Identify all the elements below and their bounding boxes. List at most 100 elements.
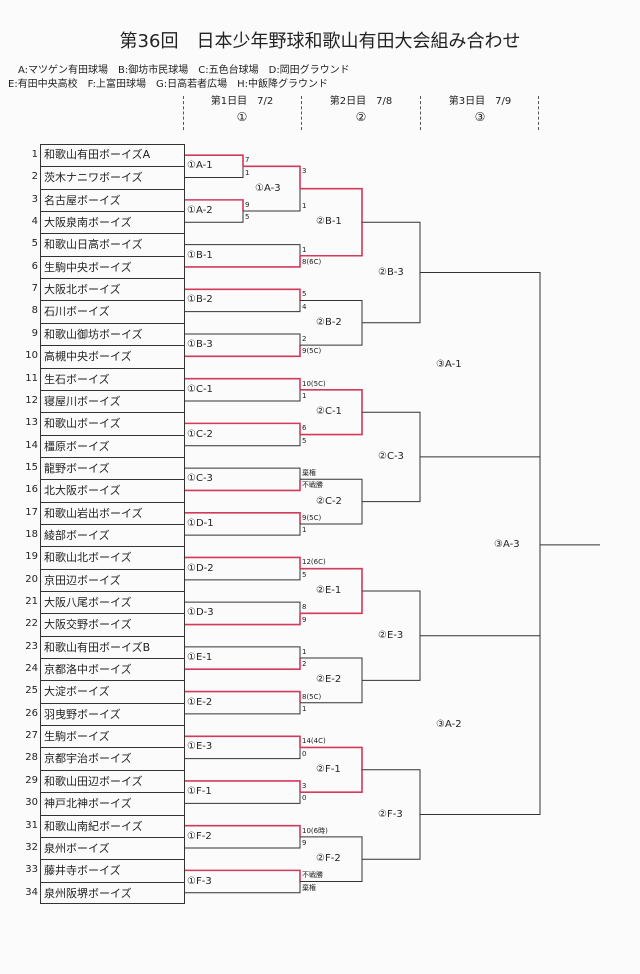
team-number: 3 [31,193,38,205]
team-number: 13 [25,417,38,429]
round1-line [185,467,301,480]
round1-score-bottom: 1 [302,202,307,211]
team-number: 6 [31,260,38,272]
team-name: 京都洛中ボーイズ [40,658,185,680]
round1-line [185,199,244,212]
team-name: 龍野ボーイズ [40,456,185,479]
round1-score-top: 12(6C) [302,558,326,567]
team-number: 29 [25,774,38,786]
round1-line [185,568,301,581]
team-name: 京都宇治ボーイズ [40,747,185,769]
team-number: 16 [25,484,38,496]
day3-number: ③ [474,110,486,124]
round2-match-label: ②F-1 [316,763,341,775]
round1-match-label: ①A-2 [187,205,213,217]
round1-score-bottom: 1 [302,704,307,713]
round1-score-bottom: 9 [302,615,307,624]
round2-match-label: ②C-1 [316,406,342,418]
round1-line [185,333,301,346]
team-name: 和歌山北ボーイズ [40,546,185,568]
round1-match-label: ①B-2 [187,294,213,306]
team-number: 5 [31,238,38,250]
team-name: 藤井寺ボーイズ [40,859,185,881]
team-number: 18 [25,528,38,540]
team-number: 7 [31,283,38,295]
team-number: 28 [25,752,38,764]
round2b-match-label: ②C-3 [378,450,404,462]
round2b-match-label: ②F-3 [378,808,403,820]
day-divider [301,96,302,130]
team-number: 15 [25,461,38,473]
round1-score-top: 6 [302,424,307,433]
team-number: 17 [25,506,38,518]
team-number: 34 [25,886,38,898]
round1-line [185,792,301,804]
team-number: 2 [31,171,38,183]
round1-match-label: ①B-3 [187,339,213,351]
round1-score-top: 7 [245,156,250,165]
round1-score-top: 3 [302,781,307,790]
team-number: 31 [25,819,38,831]
team-name: 大淀ボーイズ [40,680,185,702]
team-name: 石川ボーイズ [40,300,185,322]
round1-score-top: 9 [245,200,250,209]
round1-line [185,154,244,167]
round1-score-top: 10(5C) [302,379,326,388]
round1-score-bottom: 5 [245,213,250,222]
round1-match-label: ①A-1 [187,160,213,172]
team-number: 30 [25,797,38,809]
team-name: 名古屋ボーイズ [40,188,185,211]
round1-score-bottom: 2 [302,660,307,669]
round2b-match-label: ②B-3 [378,266,404,278]
round1-match-label: ①C-3 [187,473,213,485]
team-name: 和歌山ボーイズ [40,412,185,434]
round2-match-label: ②B-2 [316,316,342,328]
round1-score-bottom: 8(6C) [302,257,322,266]
team-name: 寝屋川ボーイズ [40,389,185,412]
round3-match-label: ③A-1 [436,358,462,370]
round1-match-label: ①D-1 [187,517,214,529]
team-number: 10 [25,350,38,362]
team-name: 大阪北ボーイズ [40,278,185,300]
round1-line [185,345,301,358]
round1-line [185,881,301,894]
team-name: 高槻中央ボーイズ [40,345,185,367]
round2-match-label: ②E-1 [316,585,342,596]
round1-score-bottom: 不戦勝 [302,481,323,490]
round1-line [185,511,301,524]
team-name: 和歌山田辺ボーイズ [40,769,185,792]
round1-match-label: ①F-2 [187,830,212,842]
team-name: 和歌山岩出ボーイズ [40,501,185,524]
team-name: 大阪泉南ボーイズ [40,211,185,233]
round1-score-top: 棄権 [302,469,316,478]
team-name: 和歌山有田ボーイズB [40,635,185,658]
round1-line [185,244,301,256]
round2-match-label: ②B-1 [316,216,342,228]
round1-line [185,479,301,492]
team-name: 大阪八尾ボーイズ [40,591,185,613]
round1-match-label: ①F-3 [187,875,212,887]
team-name: 生駒ボーイズ [40,725,185,747]
round1-line [185,211,244,223]
round1-score-bottom: 5 [302,436,307,445]
round1-match-label: ①E-2 [187,696,213,708]
team-number: 11 [25,372,38,384]
round1-line [185,422,301,435]
team-name: 生駒中央ボーイズ [40,255,185,278]
round1-line [185,658,301,671]
team-number: 4 [31,216,38,228]
team-name: 京田辺ボーイズ [40,568,185,591]
team-name: 生石ボーイズ [40,367,185,390]
round1-line [185,523,301,536]
round1-score-bottom: 4 [302,302,307,311]
round1-match-label: ①A-3 [255,182,281,194]
round1-line [185,601,301,614]
round1-line [185,690,301,703]
round1-match-label: ①C-2 [187,428,213,440]
team-name: 大阪交野ボーイズ [40,613,185,635]
round1-line [185,646,301,659]
round1-match-label: ①D-2 [187,562,214,574]
team-name: 神戸北神ボーイズ [40,792,185,814]
team-name: 和歌山日高ボーイズ [40,233,185,255]
round1-score-top: 10(6時) [302,826,328,835]
